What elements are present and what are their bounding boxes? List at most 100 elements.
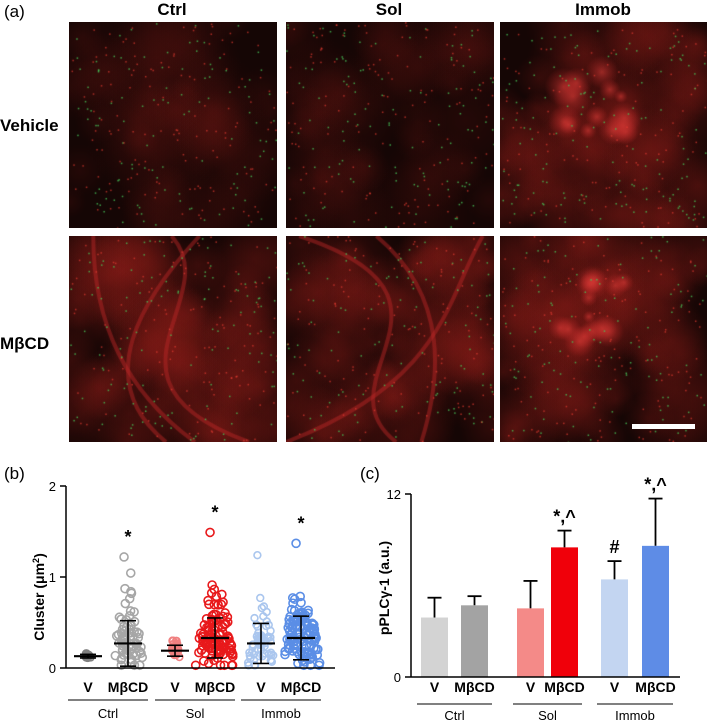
bar <box>421 617 448 677</box>
bar-significance-marker: *,^ <box>553 507 576 527</box>
micrograph-vehicle-immob <box>500 22 707 228</box>
bar-group-label: Ctrl <box>444 708 464 723</box>
column-header-ctrl: Ctrl <box>157 0 187 19</box>
micrograph-mbcd-immob <box>500 236 707 442</box>
row-header-mbcd: MβCD <box>0 334 50 353</box>
scatter-point <box>124 611 135 621</box>
scatter-point <box>295 591 306 602</box>
scatter-point <box>116 660 127 671</box>
scatter-x-tick-label: MβCD <box>108 679 148 695</box>
scatter-point <box>227 648 238 659</box>
scale-bar <box>632 424 695 429</box>
bar-y-tick-label: 12 <box>387 487 401 502</box>
bar-group-label: Immob <box>615 708 655 723</box>
scatter-point <box>119 552 129 562</box>
scatter-point <box>218 597 228 608</box>
pplc-bar-chart: 0 12 V MβCD V MβCD V MβCD *,^ # *,^ Ctrl Sol Immob pP… <box>376 475 680 723</box>
scatter-point <box>254 628 263 638</box>
scatter-point <box>209 599 220 610</box>
bar <box>461 605 488 677</box>
panel-c-label: (c) <box>360 464 380 483</box>
scatter-point <box>209 655 219 666</box>
bar-significance-marker: # <box>609 537 619 557</box>
scatter-point <box>256 593 265 603</box>
scatter-point <box>291 538 301 549</box>
column-header-sol: Sol <box>375 0 403 19</box>
scatter-point <box>222 612 233 622</box>
panel-b-label: (b) <box>4 464 25 483</box>
scatter-point <box>288 598 298 609</box>
scatter-point <box>253 550 262 560</box>
scatter-point <box>202 622 212 633</box>
scatter-x-tick-label: V <box>256 679 266 695</box>
scatter-point <box>125 606 136 616</box>
bar-x-tick-label: MβCD <box>454 679 494 695</box>
scatter-point <box>194 647 204 658</box>
scatter-point <box>267 657 277 666</box>
scatter-x-tick-label: V <box>170 679 180 695</box>
scatter-point <box>117 637 128 647</box>
scatter-point <box>252 620 261 629</box>
scatter-y-axis-label: Cluster (μm2) <box>31 553 47 641</box>
scatter-point <box>205 527 215 538</box>
scatter-point <box>262 607 271 617</box>
scatter-point <box>314 660 324 671</box>
scatter-point <box>129 660 140 671</box>
micrograph-mbcd-ctrl <box>69 236 277 442</box>
bar-y-tick-label: 0 <box>394 670 401 685</box>
micrograph-vehicle-ctrl <box>69 22 277 228</box>
scatter-point <box>133 632 144 643</box>
scatter-significance-marker: * <box>211 502 218 522</box>
bar-group-label: Sol <box>538 708 557 723</box>
scatter-point <box>255 633 264 642</box>
micrograph-vehicle-sol <box>286 22 494 228</box>
scatter-significance-marker: * <box>124 527 131 547</box>
scatter-point <box>243 658 253 667</box>
bar-x-tick-label: V <box>610 679 620 695</box>
scatter-point <box>134 646 145 657</box>
scatter-x-tick-label: MβCD <box>195 679 235 695</box>
scatter-point <box>190 660 201 671</box>
scatter-point <box>299 660 309 671</box>
scatter-point <box>290 639 301 650</box>
scatter-point <box>216 599 227 610</box>
row-header-vehicle: Vehicle <box>0 116 59 135</box>
bar-significance-marker: *,^ <box>644 475 667 495</box>
scatter-point <box>137 652 148 663</box>
scatter-point <box>306 650 317 660</box>
scatter-point <box>258 651 267 661</box>
scatter-point <box>284 614 294 625</box>
scatter-point <box>264 632 273 641</box>
scatter-point <box>136 648 146 659</box>
bar-x-tick-label: MβCD <box>544 679 584 695</box>
panel-a-label: (a) <box>4 2 25 21</box>
scatter-point <box>213 600 223 610</box>
bar <box>642 545 669 677</box>
bar <box>517 608 544 677</box>
scatter-point <box>227 660 238 671</box>
scatter-group-label: Ctrl <box>98 706 118 721</box>
scatter-point <box>116 614 126 625</box>
scatter-group-label: Sol <box>186 706 205 721</box>
scatter-point <box>128 631 138 642</box>
bar-x-tick-label: MβCD <box>635 679 675 695</box>
scatter-x-tick-label: V <box>83 679 93 695</box>
scatter-point <box>120 598 131 609</box>
cluster-scatter-chart: 0 1 2 V MβCD V MβCD V MβCD * * * Ctrl Sol Immob Cluste… <box>31 479 335 721</box>
scatter-point <box>215 660 226 671</box>
scatter-group-label: Immob <box>261 706 301 721</box>
scatter-y-tick-label: 2 <box>49 479 56 494</box>
scatter-point <box>110 650 121 661</box>
scatter-point <box>125 568 136 578</box>
scatter-point <box>291 620 301 631</box>
scatter-point <box>301 641 311 651</box>
scatter-point <box>255 652 264 661</box>
column-header-immob: Immob <box>575 0 631 19</box>
scatter-y-tick-label: 0 <box>49 661 56 676</box>
bar <box>551 547 578 677</box>
scatter-point <box>222 617 233 627</box>
scatter-point <box>171 636 181 646</box>
bar-x-tick-label: V <box>430 679 440 695</box>
scatter-point <box>121 649 132 659</box>
bar-y-axis-label: pPLCγ-1 (a.u.) <box>376 541 392 635</box>
